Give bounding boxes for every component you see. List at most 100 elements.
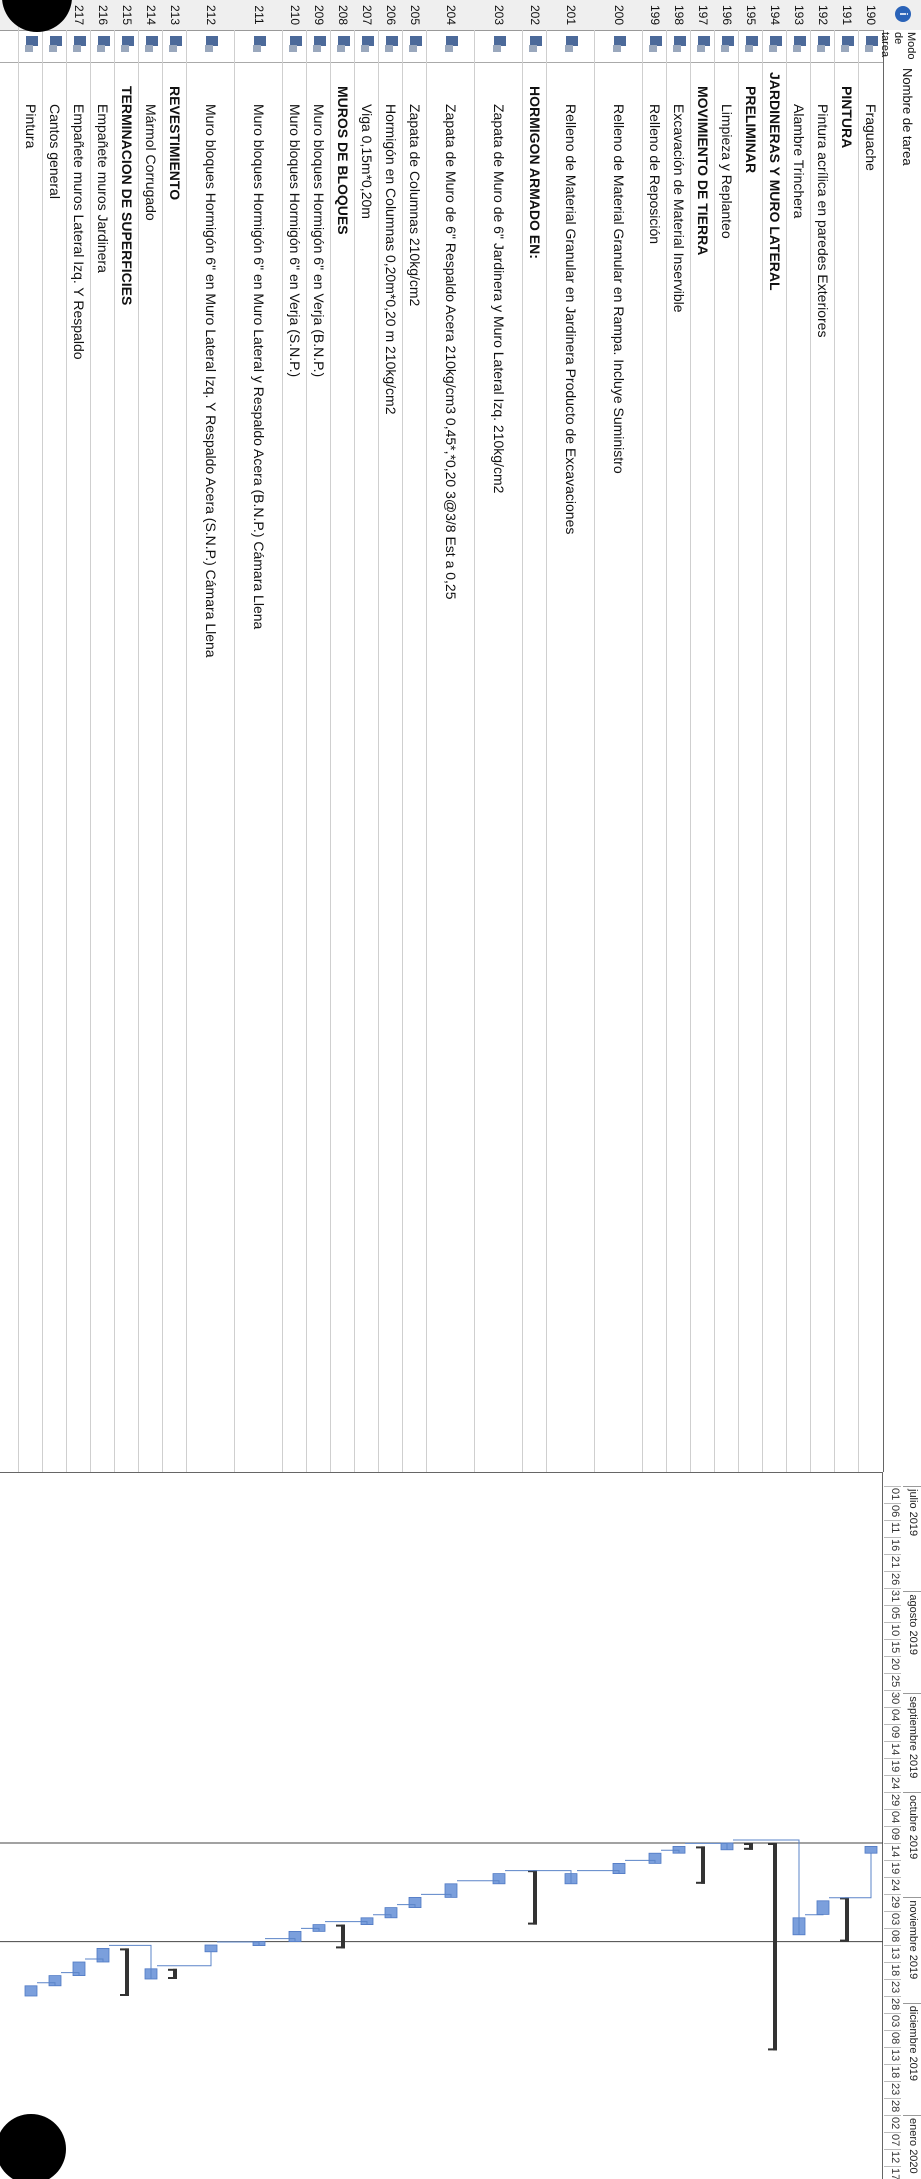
- row-number[interactable]: 198: [667, 0, 691, 30]
- task-row[interactable]: 201 Relleno de Material Granular en Jardi…: [546, 0, 595, 1472]
- row-number[interactable]: 199: [643, 0, 667, 30]
- task-name[interactable]: Empañete muros Jardinera: [95, 104, 111, 273]
- task-row[interactable]: 214 Mármol Corrugado: [138, 0, 163, 1472]
- row-number[interactable]: 201: [547, 0, 595, 30]
- row-number[interactable]: 203: [475, 0, 523, 30]
- row-number[interactable]: 200: [595, 0, 643, 30]
- row-number[interactable]: 206: [379, 0, 403, 30]
- task-row[interactable]: 212 Muro bloques Hormigón 6" en Muro Late…: [186, 0, 235, 1472]
- task-row[interactable]: 216 Empañete muros Jardinera: [90, 0, 115, 1472]
- task-row[interactable]: 209 Muro bloques Hormigón 6" en Verja (B.…: [306, 0, 331, 1472]
- task-name[interactable]: Muro bloques Hormigón 6" en Verja (S.N.P…: [287, 104, 303, 378]
- task-bar[interactable]: [24, 1985, 38, 1997]
- task-row[interactable]: 202 HORMIGON ARMADO EN:: [522, 0, 547, 1472]
- row-number[interactable]: 208: [331, 0, 355, 30]
- task-name[interactable]: Zapata de Muro de 6" Jardinera y Muro La…: [491, 104, 507, 494]
- task-name[interactable]: Zapata de Muro de 6" Respaldo Acera 210k…: [443, 104, 459, 600]
- row-number[interactable]: 204: [427, 0, 475, 30]
- task-name[interactable]: Muro bloques Hormigón 6" en Muro Lateral…: [251, 104, 267, 630]
- row-number[interactable]: 197: [691, 0, 715, 30]
- row-number[interactable]: 214: [139, 0, 163, 30]
- task-row[interactable]: 203 Zapata de Muro de 6" Jardinera y Muro…: [474, 0, 523, 1472]
- task-name[interactable]: Muro bloques Hormigón 6" en Verja (B.N.P…: [311, 104, 327, 378]
- task-row[interactable]: 213 REVESTIMIENTO: [162, 0, 187, 1472]
- task-name[interactable]: Fraguache: [863, 104, 879, 171]
- task-name[interactable]: TERMINACION DE SUPERFICIES: [119, 86, 135, 306]
- task-mode-header[interactable]: Modo de tarea: [879, 30, 921, 62]
- task-row[interactable]: 190 Fraguache: [858, 0, 883, 1472]
- task-row[interactable]: 205 Zapata de Columnas 210kg/cm2: [402, 0, 427, 1472]
- task-name[interactable]: Pintura: [23, 104, 39, 149]
- task-bar[interactable]: [816, 1900, 830, 1915]
- summary-bar[interactable]: [125, 1948, 129, 1996]
- task-name[interactable]: Cantos general: [47, 104, 63, 199]
- task-name[interactable]: JARDINERAS Y MURO LATERAL: [767, 72, 783, 291]
- task-row[interactable]: 206 Hormigón en Columnas 0,20m*0,20 m 210…: [378, 0, 403, 1472]
- task-row[interactable]: 195 PRELIMINAR: [738, 0, 763, 1472]
- task-name[interactable]: Relleno de Reposición: [647, 104, 663, 245]
- task-name[interactable]: PRELIMINAR: [743, 86, 759, 174]
- task-name[interactable]: Alambre Trinchera: [791, 104, 807, 219]
- summary-bar[interactable]: [173, 1968, 177, 1979]
- task-row[interactable]: 192 Pintura acrílica en paredes Exteriore…: [810, 0, 835, 1472]
- row-number[interactable]: 211: [235, 0, 283, 30]
- row-number[interactable]: 202: [523, 0, 547, 30]
- row-number[interactable]: 209: [307, 0, 331, 30]
- task-row[interactable]: 198 Excavación de Material Inservible: [666, 0, 691, 1472]
- task-name[interactable]: REVESTIMIENTO: [167, 86, 183, 201]
- task-name[interactable]: Empañete muros Lateral Izq. Y Respaldo: [71, 104, 87, 360]
- row-number[interactable]: 210: [283, 0, 307, 30]
- task-bar[interactable]: [864, 1845, 878, 1854]
- task-name[interactable]: Relleno de Material Granular en Jardiner…: [563, 104, 579, 535]
- task-name[interactable]: Hormigón en Columnas 0,20m*0,20 m 210kg/…: [383, 104, 399, 415]
- task-row[interactable]: 218Cantos general: [42, 0, 67, 1472]
- row-number[interactable]: 212: [187, 0, 235, 30]
- row-number[interactable]: 195: [739, 0, 763, 30]
- summary-bar[interactable]: [533, 1870, 537, 1925]
- task-name[interactable]: Zapata de Columnas 210kg/cm2: [407, 104, 423, 307]
- task-row[interactable]: 219Pintura: [18, 0, 43, 1472]
- task-row[interactable]: 215 TERMINACION DE SUPERFICIES: [114, 0, 139, 1472]
- row-number[interactable]: 205: [403, 0, 427, 30]
- task-name[interactable]: Relleno de Material Granular en Rampa. I…: [611, 104, 627, 474]
- task-name[interactable]: Mármol Corrugado: [143, 104, 159, 221]
- task-name[interactable]: Limpieza y Replanteo: [719, 104, 735, 239]
- row-number[interactable]: 192: [811, 0, 835, 30]
- row-number[interactable]: 194: [763, 0, 787, 30]
- task-name[interactable]: Pintura acrílica en paredes Exteriores: [815, 104, 831, 338]
- task-row[interactable]: 208 MUROS DE BLOQUES: [330, 0, 355, 1472]
- task-row[interactable]: 200 Relleno de Material Granular en Rampa…: [594, 0, 643, 1472]
- task-row[interactable]: 211 Muro bloques Hormigón 6" en Muro Late…: [234, 0, 283, 1472]
- row-number[interactable]: 215: [115, 0, 139, 30]
- task-row[interactable]: 197 MOVIMIENTO DE TIERRA: [690, 0, 715, 1472]
- row-number[interactable]: 191: [835, 0, 859, 30]
- summary-bar[interactable]: [773, 1843, 777, 2051]
- row-number[interactable]: 213: [163, 0, 187, 30]
- summary-bar[interactable]: [341, 1924, 345, 1949]
- task-row[interactable]: 207 Viga 0,15m*0,20m: [354, 0, 379, 1472]
- task-row[interactable]: 204 Zapata de Muro de 6" Respaldo Acera 2…: [426, 0, 475, 1472]
- row-number[interactable]: 207: [355, 0, 379, 30]
- task-row[interactable]: 199 Relleno de Reposición: [642, 0, 667, 1472]
- task-name-header[interactable]: Nombre de tarea: [883, 62, 921, 1472]
- task-row[interactable]: 194 JARDINERAS Y MURO LATERAL: [762, 0, 787, 1472]
- row-number[interactable]: 193: [787, 0, 811, 30]
- row-number[interactable]: 190: [859, 0, 883, 30]
- task-name[interactable]: HORMIGON ARMADO EN:: [527, 86, 543, 259]
- info-icon[interactable]: i: [895, 6, 911, 22]
- task-bar[interactable]: [204, 1944, 218, 1953]
- task-row[interactable]: 210 Muro bloques Hormigón 6" en Verja (S.…: [282, 0, 307, 1472]
- task-row[interactable]: 196 Limpieza y Replanteo: [714, 0, 739, 1472]
- task-name[interactable]: MOVIMIENTO DE TIERRA: [695, 86, 711, 256]
- summary-bar[interactable]: [701, 1846, 705, 1884]
- row-number[interactable]: 196: [715, 0, 739, 30]
- row-number[interactable]: 216: [91, 0, 115, 30]
- task-name[interactable]: Viga 0,15m*0,20m: [359, 104, 375, 219]
- task-name[interactable]: PINTURA: [839, 86, 855, 149]
- select-all-header[interactable]: i: [882, 0, 921, 30]
- task-name[interactable]: Muro bloques Hormigón 6" en Muro Lateral…: [203, 104, 219, 658]
- task-name[interactable]: Excavación de Material Inservible: [671, 104, 687, 313]
- task-row[interactable]: 193 Alambre Trinchera: [786, 0, 811, 1472]
- task-name[interactable]: MUROS DE BLOQUES: [335, 86, 351, 235]
- task-row[interactable]: 191 PINTURA: [834, 0, 859, 1472]
